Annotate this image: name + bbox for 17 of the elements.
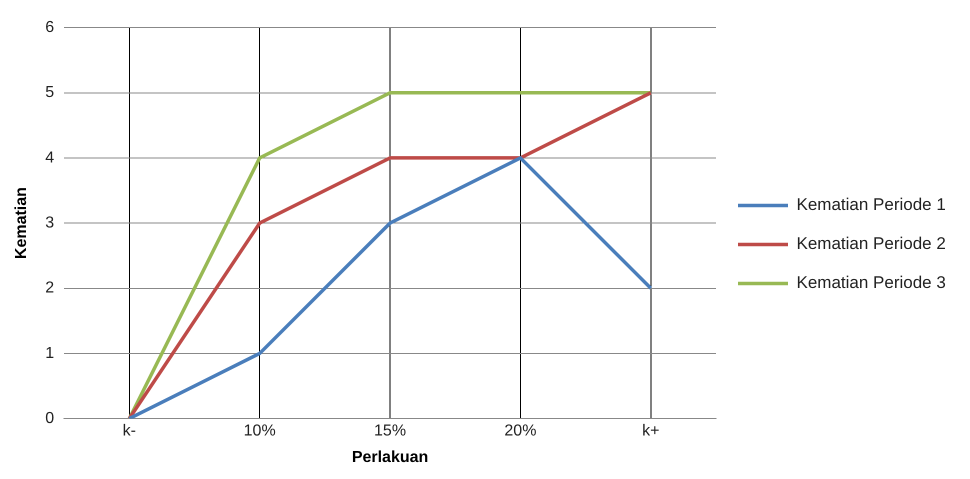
x-tick-label: k-: [122, 422, 136, 440]
x-tick-label: 10%: [244, 422, 276, 440]
x-tick-label: 15%: [374, 422, 406, 440]
x-axis-title: Perlakuan: [352, 448, 428, 466]
y-tick-label: 1: [45, 344, 54, 362]
x-tick-label: k+: [642, 422, 660, 440]
legend-label: Kematian Periode 3: [796, 273, 946, 292]
y-axis-title: Kematian: [13, 187, 30, 260]
y-tick-label: 5: [45, 84, 54, 102]
legend-label: Kematian Periode 2: [796, 234, 946, 254]
y-tick-label: 0: [45, 410, 54, 428]
y-tick-label: 6: [45, 19, 54, 36]
x-tick-label: 20%: [504, 422, 536, 440]
y-tick-label: 2: [45, 280, 54, 297]
y-tick-label: 3: [45, 214, 54, 232]
legend-label: Kematian Periode 1: [796, 195, 946, 214]
y-tick-label: 4: [45, 149, 54, 166]
